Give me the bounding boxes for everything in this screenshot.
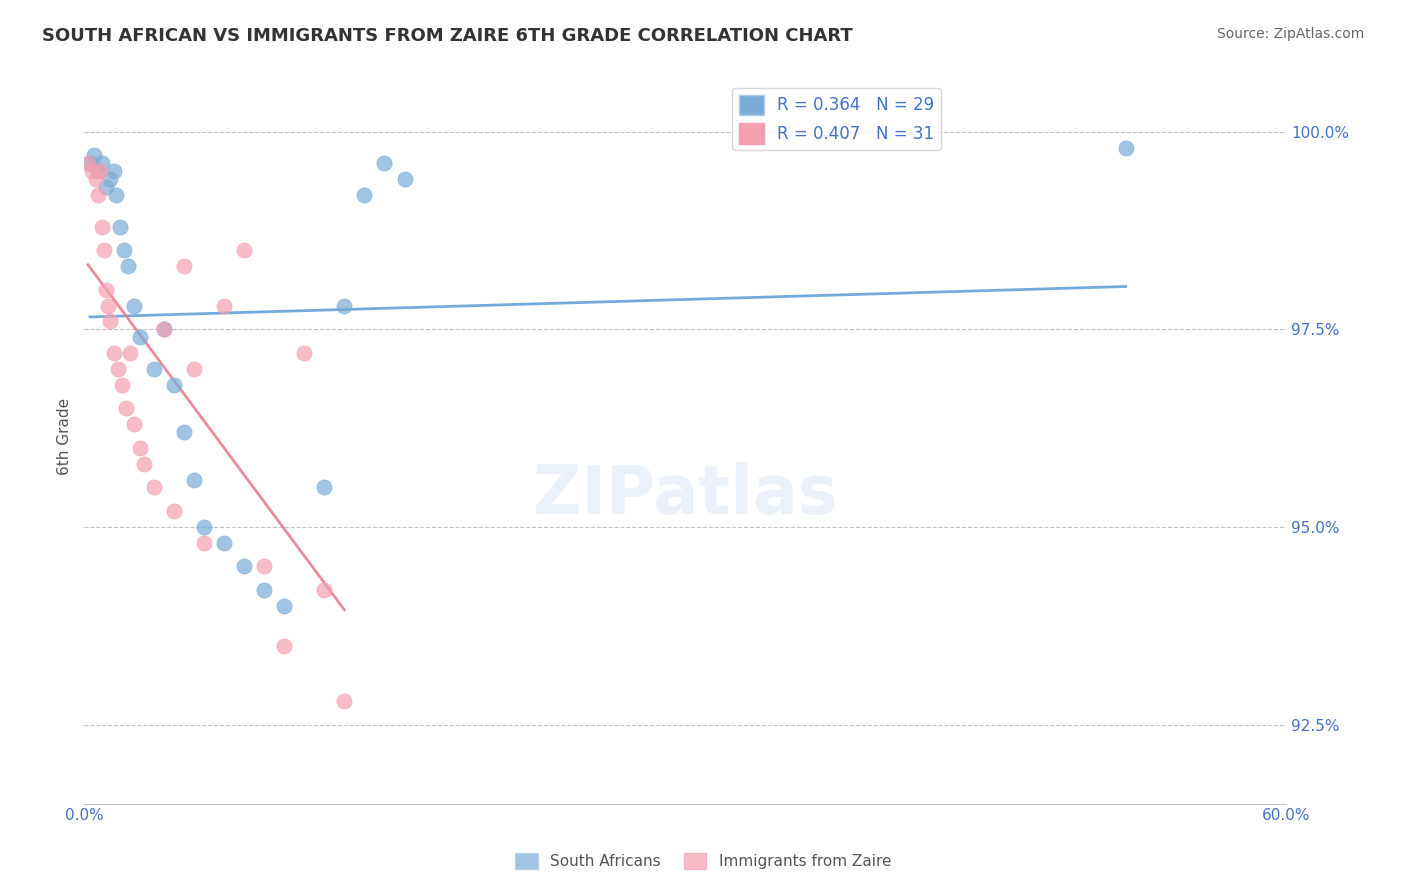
Point [292,346,315,360]
Point [129,441,152,455]
Text: SOUTH AFRICAN VS IMMIGRANTS FROM ZAIRE 6TH GRADE CORRELATION CHART: SOUTH AFRICAN VS IMMIGRANTS FROM ZAIRE 6… [42,27,853,45]
Point [314,583,336,598]
Legend: South Africans, Immigrants from Zaire: South Africans, Immigrants from Zaire [509,847,897,875]
Point [108,219,131,234]
Point [333,299,356,313]
Point [98,314,121,328]
Point [273,599,295,613]
Point [87,188,110,202]
Point [183,362,205,376]
Point [333,694,356,708]
Point [173,425,195,439]
Point [273,639,295,653]
Point [1115,140,1137,154]
Point [87,164,110,178]
Point [89,164,111,178]
Y-axis label: 6th Grade: 6th Grade [58,398,72,475]
Point [129,330,152,344]
Point [84,172,107,186]
Point [93,244,115,258]
Point [112,244,135,258]
Point [83,148,105,162]
Point [98,172,121,186]
Text: Source: ZipAtlas.com: Source: ZipAtlas.com [1216,27,1364,41]
Point [132,457,155,471]
Point [193,520,215,534]
Point [103,164,125,178]
Point [94,283,117,297]
Point [111,377,134,392]
Point [173,259,195,273]
Point [153,322,176,336]
Point [253,559,276,574]
Point [163,377,186,392]
Point [107,362,129,376]
Point [120,346,142,360]
Point [97,299,120,313]
Point [80,164,103,178]
Point [91,156,114,170]
Point [373,156,395,170]
Point [253,583,276,598]
Point [143,362,166,376]
Point [394,172,416,186]
Legend: R = 0.364   N = 29, R = 0.407   N = 31: R = 0.364 N = 29, R = 0.407 N = 31 [733,88,941,150]
Point [122,299,145,313]
Point [94,180,117,194]
Point [212,535,235,549]
Point [353,188,375,202]
Point [183,473,205,487]
Point [314,480,336,494]
Point [153,322,176,336]
Point [77,156,100,170]
Point [143,480,166,494]
Point [115,401,138,416]
Point [105,188,128,202]
Point [117,259,139,273]
Point [212,299,235,313]
Point [122,417,145,432]
Text: ZIPatlas: ZIPatlas [533,462,838,528]
Point [233,559,256,574]
Point [79,156,101,170]
Point [233,244,256,258]
Point [91,219,114,234]
Point [103,346,125,360]
Point [163,504,186,518]
Point [193,535,215,549]
